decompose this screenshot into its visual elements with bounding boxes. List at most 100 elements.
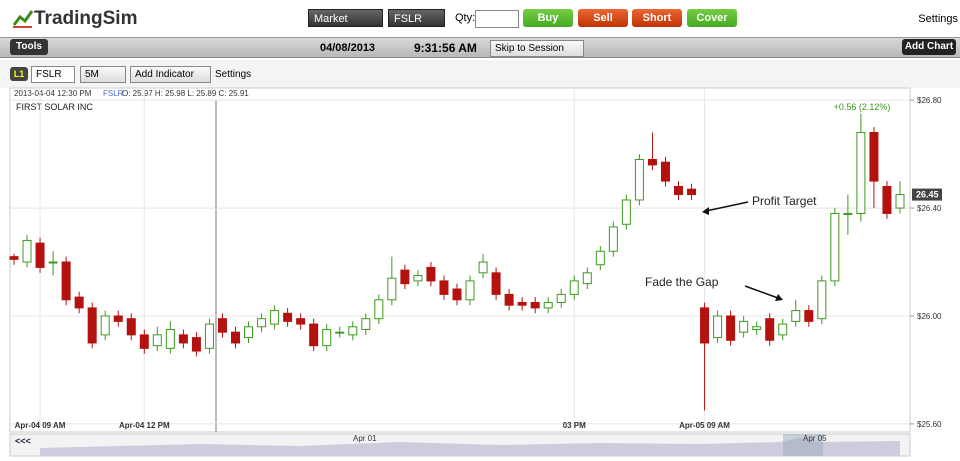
- candle-body: [191, 337, 201, 352]
- candle-body: [647, 158, 657, 166]
- candle-body: [87, 307, 97, 344]
- candle-body: [139, 334, 149, 349]
- candle-body: [126, 318, 136, 336]
- candle-body: [322, 328, 332, 347]
- add-chart-button[interactable]: Add Chart: [902, 39, 956, 55]
- chart: 2013-04-04 12:30 PM FSLR O: 25.97 H: 25.…: [9, 87, 942, 457]
- indicator-select[interactable]: Add Indicator: [130, 66, 211, 83]
- candle-body: [465, 280, 475, 301]
- arrow: [744, 285, 779, 299]
- plot-frame: [9, 87, 911, 433]
- candle-body: [778, 323, 788, 336]
- candle-body: [752, 326, 762, 330]
- candle-body: [687, 188, 697, 196]
- date: 04/08/2013: [320, 42, 376, 54]
- candle-body: [296, 318, 306, 325]
- candle-body: [48, 261, 58, 264]
- time: 9:31:56 AM: [414, 41, 477, 55]
- level-badge[interactable]: L1: [10, 67, 28, 81]
- chart-toolbar: L1 FSLR 5M Add Indicator Settings: [0, 60, 960, 88]
- y-tick-label: $26.00: [917, 312, 942, 321]
- chart-title: FIRST SOLAR INC: [16, 102, 93, 112]
- candle-body: [869, 132, 879, 182]
- logo-icon: [12, 10, 34, 28]
- candle-body: [9, 256, 19, 260]
- candle-body: [882, 185, 892, 214]
- short-button[interactable]: Short: [632, 9, 682, 27]
- candle-body: [804, 310, 814, 322]
- candle-body: [270, 310, 280, 325]
- skip-select[interactable]: Skip to Session: [490, 40, 584, 57]
- y-tick-label: $26.40: [917, 204, 942, 213]
- candle-body: [283, 312, 293, 322]
- y-tick-label: $25.60: [917, 420, 942, 429]
- candle-body: [713, 315, 723, 339]
- navigator-label: Apr 05: [803, 434, 827, 443]
- candle-body: [257, 318, 267, 328]
- candle-body: [335, 331, 345, 334]
- candle-body: [895, 194, 905, 209]
- candle-body: [361, 318, 371, 330]
- cover-button[interactable]: Cover: [687, 9, 737, 27]
- interval-select[interactable]: 5M: [80, 66, 126, 83]
- y-tick-label: $26.80: [917, 96, 942, 105]
- arrow: [705, 201, 749, 212]
- candle-body: [22, 239, 32, 263]
- navigator-label: Apr 01: [353, 434, 377, 443]
- candle-body: [61, 261, 71, 301]
- candle-body: [452, 288, 462, 301]
- symbol-select[interactable]: FSLR: [388, 9, 445, 27]
- candle-body: [309, 323, 319, 347]
- qty-input[interactable]: [475, 10, 519, 28]
- candle-body: [726, 315, 736, 341]
- logo: TradingSim: [34, 8, 138, 29]
- top-bar: TradingSim Market FSLR Qty: Buy Sell Sho…: [0, 0, 960, 36]
- candle-body: [35, 242, 45, 268]
- order-type-select[interactable]: Market: [308, 9, 383, 27]
- candle-body: [817, 280, 827, 320]
- candle-body: [204, 323, 214, 349]
- candle-body: [700, 307, 710, 344]
- candle-body: [231, 331, 240, 344]
- candle-body: [491, 272, 501, 295]
- candle-body: [400, 269, 410, 285]
- candle-body: [113, 315, 123, 322]
- buy-button[interactable]: Buy: [523, 9, 573, 27]
- last-price-label: 26.45: [916, 190, 939, 200]
- candle-body: [856, 132, 866, 214]
- settings-link[interactable]: Settings: [918, 13, 958, 25]
- candle-body: [621, 199, 631, 225]
- navigator-window[interactable]: [783, 434, 823, 456]
- candle-body: [517, 301, 527, 306]
- candle-body: [830, 212, 840, 282]
- candle-body: [582, 272, 592, 285]
- candle-body: [608, 226, 618, 252]
- candle-body: [843, 212, 853, 215]
- candle-body: [152, 334, 162, 347]
- session-bar: Tools 04/08/2013 9:31:56 AM Skip to Sess…: [0, 37, 960, 58]
- tools-button[interactable]: Tools: [10, 39, 48, 55]
- candle-body: [478, 261, 488, 274]
- candle-body: [530, 301, 540, 309]
- qty-label: Qty:: [455, 12, 476, 24]
- candle-body: [556, 293, 566, 303]
- candle-body: [374, 299, 384, 320]
- candle-body: [217, 318, 227, 333]
- candle-body: [100, 315, 110, 336]
- x-tick-label: Apr-04 12 PM: [119, 421, 170, 430]
- last-price-box: [912, 188, 942, 201]
- sell-button[interactable]: Sell: [578, 9, 628, 27]
- x-tick-label: Apr-04 09 AM: [15, 421, 66, 430]
- candle-body: [634, 158, 644, 201]
- navigator-back[interactable]: <<<: [15, 436, 31, 446]
- candle-body: [660, 161, 670, 182]
- chart-settings[interactable]: Settings: [215, 69, 252, 80]
- chart-symbol-input[interactable]: FSLR: [31, 66, 75, 83]
- candle-body: [413, 275, 423, 282]
- candle-body: [439, 280, 449, 295]
- change-label: +0.56 (2.12%): [834, 102, 891, 112]
- candle-body: [739, 320, 749, 333]
- candle-body: [74, 296, 84, 309]
- candle-body: [165, 328, 175, 349]
